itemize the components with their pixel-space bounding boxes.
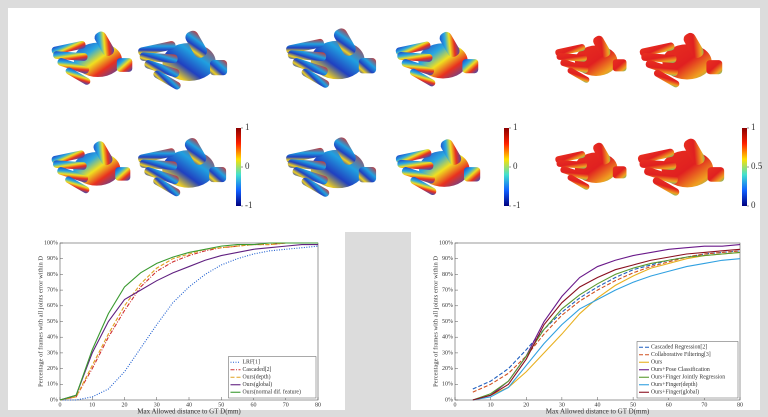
x-tick-label: 30 bbox=[154, 402, 160, 408]
y-tick-label: 30% bbox=[442, 350, 453, 356]
legend-label: Ours(depth) bbox=[243, 374, 271, 381]
legend-label: Ours(global) bbox=[243, 381, 273, 388]
x-tick-label: 50 bbox=[630, 402, 636, 408]
x-tick-label: 30 bbox=[559, 402, 565, 408]
legend-label: Cascaded Regression[2] bbox=[651, 345, 707, 351]
gap bbox=[345, 232, 411, 410]
colorbar-label: -1 bbox=[245, 200, 253, 210]
y-tick-label: 20% bbox=[442, 366, 453, 372]
colorbar-label: 0 bbox=[245, 161, 250, 171]
colorbar-label: 1 bbox=[245, 122, 250, 132]
x-tick-label: 60 bbox=[251, 402, 257, 408]
x-tick-label: 20 bbox=[122, 402, 128, 408]
x-tick-label: 80 bbox=[315, 402, 321, 408]
series-line bbox=[472, 251, 741, 401]
x-tick-label: 70 bbox=[701, 402, 707, 408]
series-line bbox=[472, 251, 741, 401]
colorbar-label: 0.5 bbox=[751, 161, 763, 171]
legend-label: Collaborative Filtering[3] bbox=[651, 352, 711, 358]
series-line bbox=[59, 242, 318, 401]
y-tick-label: 90% bbox=[442, 256, 453, 262]
colorbar-label: 0 bbox=[513, 161, 518, 171]
legend bbox=[228, 356, 317, 399]
y-tick-label: 40% bbox=[47, 335, 58, 341]
legend-label: Cascaded[2] bbox=[243, 367, 272, 373]
series-line bbox=[59, 242, 318, 401]
series-line bbox=[59, 244, 318, 401]
legend-label: Ours+Pose Classification bbox=[651, 366, 710, 373]
y-tick-label: 60% bbox=[442, 303, 453, 309]
y-tick-label: 90% bbox=[47, 256, 58, 262]
x-tick-label: 40 bbox=[186, 402, 192, 408]
x-tick-label: 80 bbox=[737, 402, 743, 408]
colorbar-label: -1 bbox=[513, 200, 521, 210]
x-tick-label: 10 bbox=[488, 402, 494, 408]
y-tick-label: 10% bbox=[442, 382, 453, 388]
y-tick-label: 70% bbox=[47, 287, 58, 293]
x-tick-label: 70 bbox=[283, 402, 289, 408]
colorbar bbox=[504, 128, 509, 206]
legend-label: Ours+Finger(depth) bbox=[651, 381, 697, 388]
y-tick-label: 50% bbox=[47, 319, 58, 325]
colorbar bbox=[236, 128, 241, 206]
y-tick-label: 60% bbox=[47, 303, 58, 309]
y-tick-label: 70% bbox=[442, 287, 453, 293]
y-axis-label: Percentage of frames with all joints err… bbox=[37, 256, 44, 387]
y-tick-label: 0% bbox=[445, 397, 453, 403]
x-tick-label: 20 bbox=[523, 402, 529, 408]
y-tick-label: 100% bbox=[439, 240, 453, 246]
x-tick-label: 0 bbox=[59, 402, 62, 408]
colorbar-label: 1 bbox=[513, 122, 518, 132]
x-tick-label: 40 bbox=[595, 402, 601, 408]
legend-label: Ours+Finger(global) bbox=[651, 389, 699, 396]
y-tick-label: 100% bbox=[44, 240, 58, 246]
x-axis-label: Max Allowed distance to GT D(mm) bbox=[137, 408, 241, 416]
series-line bbox=[60, 245, 319, 401]
y-tick-label: 80% bbox=[442, 272, 453, 278]
y-axis-label: Percentage of frames with all joints err… bbox=[432, 256, 439, 387]
y-tick-label: 30% bbox=[47, 350, 58, 356]
legend-label: LRF[1] bbox=[243, 360, 260, 366]
x-tick-label: 50 bbox=[218, 402, 224, 408]
x-axis-label: Max Allowed distance to GT D(mm) bbox=[546, 408, 650, 416]
y-tick-label: 20% bbox=[47, 366, 58, 372]
series-line bbox=[472, 258, 741, 401]
x-tick-label: 10 bbox=[89, 402, 95, 408]
legend-label: Ours bbox=[651, 360, 663, 366]
y-tick-label: 0% bbox=[50, 397, 58, 403]
y-tick-label: 80% bbox=[47, 272, 58, 278]
y-tick-label: 50% bbox=[442, 319, 453, 325]
legend bbox=[636, 341, 739, 399]
legend-label: Ours+Finger Jointly Regression bbox=[651, 375, 725, 381]
x-tick-label: 60 bbox=[666, 402, 672, 408]
y-tick-label: 10% bbox=[47, 382, 58, 388]
series-line bbox=[472, 248, 741, 401]
x-tick-label: 0 bbox=[454, 402, 457, 408]
series-line bbox=[472, 250, 741, 393]
colorbar-label: 1 bbox=[751, 122, 756, 132]
colorbar bbox=[742, 128, 747, 206]
colorbar-label: 0 bbox=[751, 200, 756, 210]
legend-label: Ours(normal dif. feature) bbox=[243, 389, 301, 396]
y-tick-label: 40% bbox=[442, 335, 453, 341]
